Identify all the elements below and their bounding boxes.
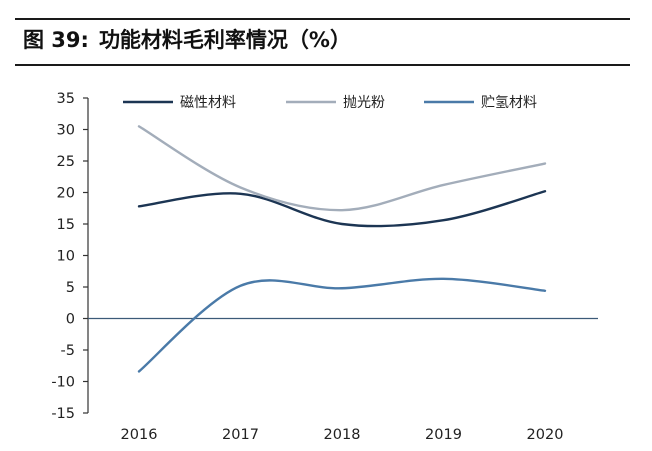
x-tick-label: 2019	[425, 427, 462, 443]
title-top-rule	[15, 18, 630, 20]
y-tick-label: 0	[66, 312, 75, 328]
legend-label-1: 磁性材料	[180, 95, 236, 111]
y-tick-label: -15	[51, 406, 75, 422]
series-line-3	[137, 277, 547, 373]
figure-title: 图 39: 功能材料毛利率情况（%）	[23, 25, 361, 55]
y-tick-label: 15	[57, 217, 75, 233]
x-tick-label: 2017	[222, 427, 259, 443]
y-tick-label: 35	[57, 91, 75, 107]
legend-label-2: 抛光粉	[343, 95, 385, 111]
y-tick-label: 20	[57, 186, 75, 202]
y-tick-label: -10	[51, 375, 75, 391]
y-tick-label: 25	[57, 154, 75, 170]
x-tick-label: 2020	[527, 427, 564, 443]
x-tick-label: 2018	[324, 427, 361, 443]
legend: 磁性材料 抛光粉 贮氢材料	[123, 95, 537, 111]
x-tick-label: 2016	[121, 427, 158, 443]
x-axis: 2016 2017 2018 2019 2020	[88, 317, 598, 443]
y-tick-label: 5	[66, 280, 75, 296]
y-tick-label: -5	[61, 343, 75, 359]
y-tick-label: 30	[57, 123, 75, 139]
y-axis: 35 30 25 20 15 10 5 0 -5 -10 -15	[51, 91, 89, 422]
series-line-2	[137, 125, 547, 212]
title-bottom-rule	[15, 64, 630, 66]
series-line-1	[137, 190, 547, 228]
y-tick-label: 10	[57, 249, 75, 265]
figure-label: 图 39:	[23, 28, 89, 52]
series-layer	[137, 125, 547, 373]
figure-title-text: 功能材料毛利率情况（%）	[98, 28, 351, 52]
legend-label-3: 贮氢材料	[481, 95, 537, 111]
